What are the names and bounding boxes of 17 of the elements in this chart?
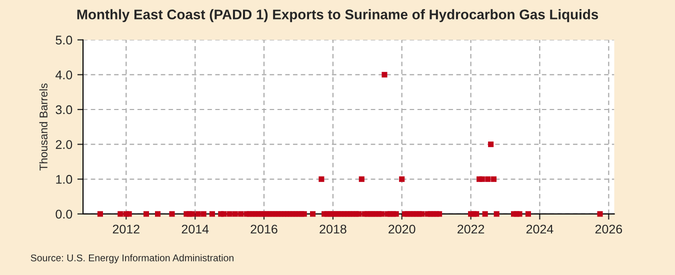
y-tick-label: 5.0 bbox=[56, 36, 72, 45]
x-tick-label: 2016 bbox=[250, 224, 278, 234]
y-axis-title: Thousand Barrels bbox=[39, 83, 48, 171]
x-tick-label: 2022 bbox=[458, 224, 484, 234]
y-tick-label: 1.0 bbox=[56, 174, 72, 184]
x-tick-label: 2020 bbox=[388, 224, 416, 234]
y-tick-label: 4.0 bbox=[56, 70, 72, 80]
source-note: Source: U.S. Energy Information Administration bbox=[30, 254, 234, 264]
x-tick-label: 2026 bbox=[595, 224, 622, 234]
chart-title: Monthly East Coast (PADD 1) Exports to Suriname of Hydrocarbon Gas Liquids bbox=[77, 9, 598, 22]
x-tick-label: 2012 bbox=[112, 224, 140, 234]
x-tick-label: 2018 bbox=[320, 224, 346, 234]
y-tick-label: 0.0 bbox=[56, 210, 72, 219]
y-tick-label: 3.0 bbox=[56, 105, 72, 114]
y-tick-label: 2.0 bbox=[56, 140, 72, 149]
x-tick-label: 2014 bbox=[182, 224, 209, 234]
x-tick-label: 2024 bbox=[526, 224, 554, 234]
